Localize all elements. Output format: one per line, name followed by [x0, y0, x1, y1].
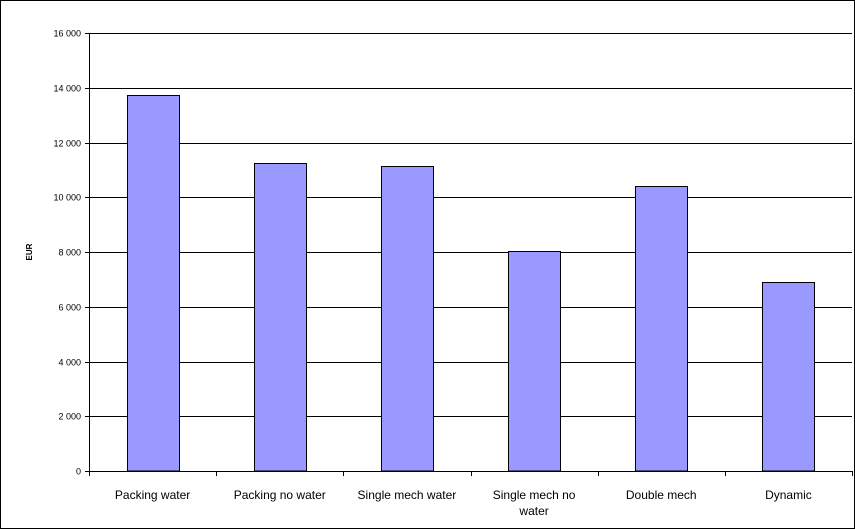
y-tick-label: 16 000 — [53, 29, 81, 39]
y-tick-label: 0 — [76, 467, 81, 477]
bar — [762, 282, 815, 472]
x-category-labels: Packing water Packing no water Single mech… — [115, 488, 812, 518]
y-tick-label: 10 000 — [53, 193, 81, 203]
x-category-label: Single mech no water — [493, 488, 576, 518]
y-tick-label: 4 000 — [58, 358, 81, 368]
bar — [127, 95, 180, 472]
x-category-label: Packing no water — [234, 488, 326, 502]
grid-lines — [89, 33, 852, 417]
y-tick-label: 2 000 — [58, 412, 81, 422]
y-tick-label: 14 000 — [53, 84, 81, 94]
y-tick-labels: 0 2 000 4 000 6 000 8 000 10 000 12 000 14 000 1… — [53, 29, 81, 477]
bar — [508, 251, 561, 472]
bars — [127, 95, 815, 472]
x-category-label: Single mech water — [358, 488, 457, 502]
axes — [85, 33, 853, 476]
bar — [635, 186, 688, 472]
y-axis-title: EUR — [25, 243, 34, 260]
x-category-label: Packing water — [115, 488, 190, 502]
y-tick-label: 8 000 — [58, 248, 81, 258]
bar — [254, 163, 307, 472]
x-category-label: Dynamic — [765, 488, 812, 502]
x-category-label: Double mech — [626, 488, 697, 502]
y-tick-label: 12 000 — [53, 139, 81, 149]
bar — [381, 166, 434, 472]
y-tick-label: 6 000 — [58, 303, 81, 313]
